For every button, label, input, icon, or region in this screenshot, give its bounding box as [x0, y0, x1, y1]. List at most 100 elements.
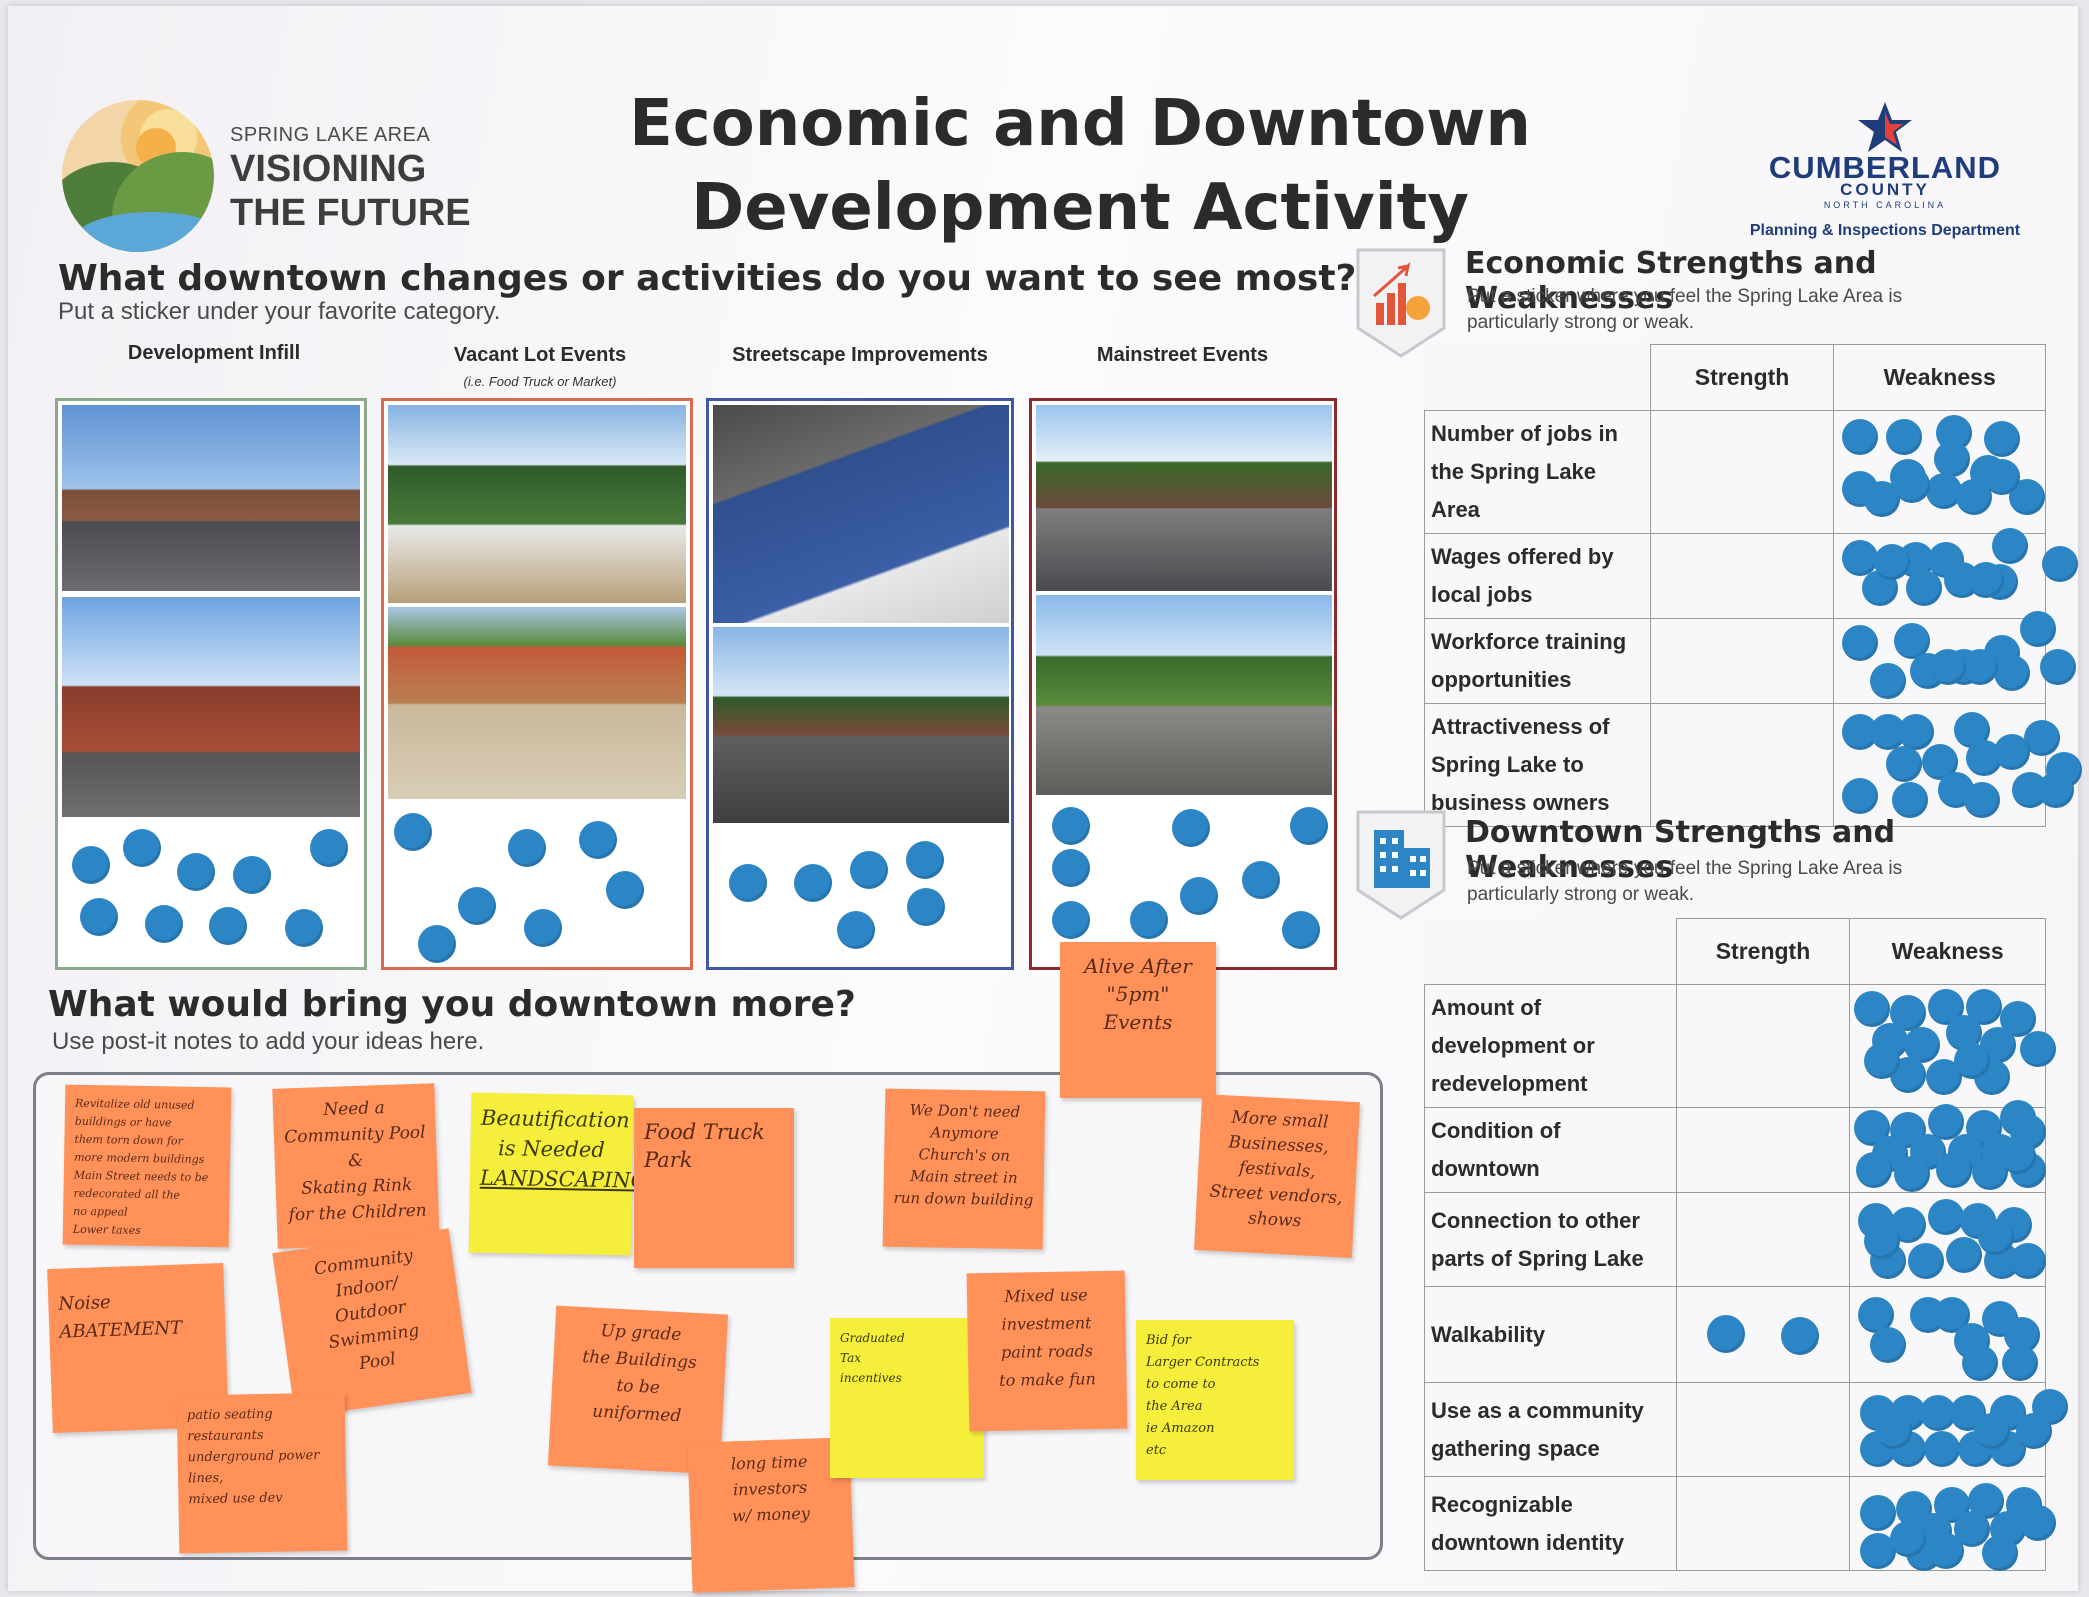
sticker-dot — [1928, 1104, 1965, 1140]
sticker-dot — [418, 925, 456, 963]
note-alive-after-5pm[interactable]: Alive After "5pm" Events — [1060, 942, 1216, 1098]
downtown-condition-weakness-cell[interactable] — [1849, 1100, 2047, 1193]
note-patio-seating[interactable]: patio seating restaurants underground powe… — [176, 1392, 348, 1554]
sticker-dot — [1282, 911, 1320, 949]
row-label-line: the Spring Lake — [1431, 459, 1597, 484]
note-beautification[interactable]: Beautification is Needed LANDSCAPING — [468, 1092, 648, 1256]
note-line: etc — [1146, 1443, 1167, 1458]
sticker-dot — [458, 887, 496, 925]
note-churches[interactable]: We Don't need Anymore Church's on Main stre… — [882, 1088, 1046, 1250]
row-label-line: redevelopment — [1431, 1071, 1588, 1096]
downtown-identity-weakness-cell[interactable] — [1849, 1476, 2057, 1571]
sticker-dot — [1968, 562, 2005, 598]
sticker-dot — [1924, 1431, 1961, 1467]
economic-wages-weakness-cell[interactable] — [1833, 528, 2079, 619]
note-line: is Needed — [497, 1136, 605, 1162]
row-label-line: Use as a community — [1431, 1397, 1644, 1423]
sticker-dot — [1962, 1345, 1999, 1381]
downtown-development-weakness-cell[interactable] — [1849, 984, 2057, 1108]
sticker-dot — [1898, 714, 1935, 750]
sticker-dot — [1874, 544, 1911, 580]
sticker-dot — [794, 864, 832, 902]
sticker-dot — [508, 829, 546, 867]
sticker-dot — [1892, 782, 1929, 818]
downtown-development-strength-cell[interactable] — [1675, 984, 1851, 1108]
category-panel-infill[interactable] — [55, 398, 367, 970]
note-revitalize[interactable]: Revitalize old unused buildings or have th… — [62, 1084, 232, 1248]
sticker-dot — [1934, 441, 1971, 477]
sticker-dot — [1864, 1223, 1901, 1259]
row-label-line: parts of Spring Lake — [1431, 1245, 1644, 1271]
sticker-dot — [907, 888, 945, 926]
logo-line1: VISIONING — [230, 148, 427, 190]
category-note-vacant-lot: (i.e. Food Truck or Market) — [463, 374, 617, 389]
vacant-lot-photo-food-truck — [388, 607, 686, 799]
sticker-dot — [1908, 1243, 1945, 1279]
category-panel-streetscape[interactable] — [706, 398, 1014, 970]
note-small-businesses[interactable]: More small Businesses, festivals, Street ve… — [1194, 1093, 1360, 1259]
sticker-dot — [1842, 419, 1879, 455]
title-line1: Economic and Downtown — [629, 87, 1531, 161]
note-line: paint roads — [1000, 1341, 1094, 1362]
ideas-question: What would bring you downtown more? — [48, 984, 856, 1025]
category-label-mainstreet: Mainstreet Events — [1096, 344, 1269, 366]
sticker-dot — [2020, 1031, 2057, 1067]
downtown-identity-strength-cell[interactable] — [1675, 1476, 1851, 1571]
sticker-dot — [2016, 1413, 2053, 1449]
note-line: underground power — [187, 1447, 320, 1466]
sticker-dot — [1242, 861, 1280, 899]
sticker-dot — [837, 911, 875, 949]
economic-jobs-weakness-cell[interactable] — [1833, 410, 2046, 534]
downtown-walkability-weakness-cell[interactable] — [1849, 1286, 2046, 1383]
sticker-dot — [1982, 1535, 2019, 1571]
sticker-dot — [1864, 1043, 1901, 1079]
downtown-connection-strength-cell[interactable] — [1675, 1192, 1851, 1287]
category-panel-mainstreet[interactable] — [1029, 398, 1337, 970]
note-food-truck-park[interactable]: Food Truck Park — [634, 1108, 794, 1268]
economic-attractiveness-strength-cell[interactable] — [1649, 703, 1835, 827]
sticker-dot — [850, 851, 888, 889]
downtown-gathering-weakness-cell[interactable] — [1849, 1382, 2069, 1477]
downtown-gathering-strength-cell[interactable] — [1675, 1382, 1851, 1477]
sticker-dot — [1936, 1152, 1973, 1188]
note-line: restaurants — [187, 1427, 264, 1445]
economic-workforce-strength-cell[interactable] — [1649, 618, 1835, 704]
sticker-dot — [606, 871, 644, 909]
sticker-dot — [2020, 1505, 2057, 1541]
note-line: Alive After — [1084, 954, 1192, 978]
economic-attractiveness-weakness-cell[interactable] — [1833, 703, 2083, 827]
economic-wages-strength-cell[interactable] — [1649, 533, 1835, 619]
category-panel-vacant-lot[interactable] — [381, 398, 693, 970]
sticker-dot — [1052, 849, 1090, 887]
note-mixed-use[interactable]: Mixed use investment paint roads to make fu… — [966, 1270, 1128, 1432]
row-label-line: Number of jobs in — [1431, 421, 1618, 446]
visioning-logo-icon — [62, 100, 214, 252]
sticker-dot — [1984, 459, 2021, 495]
note-line: LANDSCAPING — [479, 1165, 648, 1193]
sticker-dot — [1930, 649, 1967, 685]
note-swimming-pool[interactable]: Community Indoor/Outdoor Swimming Pool — [272, 1228, 472, 1418]
economic-workforce-weakness-cell[interactable] — [1833, 611, 2077, 704]
sticker-dot — [1928, 1199, 1965, 1235]
note-community-pool[interactable]: Need a Community Pool & Skating Rink for the… — [272, 1083, 440, 1249]
row-label-line: opportunities — [1431, 667, 1572, 692]
economic-jobs-strength-cell[interactable] — [1649, 410, 1835, 534]
row-label-line: Connection to other — [1431, 1207, 1640, 1233]
sticker-dot — [2040, 649, 2077, 685]
note-larger-contracts[interactable]: Bid for Larger Contracts to come to the Are… — [1136, 1320, 1294, 1480]
downtown-row-gathering: Use as a community gathering space — [1424, 1382, 1677, 1477]
economic-title: Economic Strengths and Weaknesses — [1465, 246, 1877, 316]
sticker-dot — [2024, 720, 2061, 756]
note-line: Graduated — [840, 1331, 905, 1345]
downtown-condition-strength-cell[interactable] — [1675, 1107, 1851, 1193]
downtown-walkability-strength-cell[interactable] — [1675, 1286, 1851, 1383]
sticker-dot — [524, 909, 562, 947]
downtown-row-identity: Recognizable downtown identity — [1424, 1476, 1677, 1571]
note-line: Main street in — [909, 1167, 1018, 1187]
logo-small-text: SPRING LAKE AREA — [230, 124, 431, 146]
sticker-dot — [2000, 1138, 2037, 1174]
note-line: to make fun — [999, 1369, 1096, 1390]
note-tax-incentives[interactable]: Graduated Tax incentives — [830, 1318, 984, 1478]
infill-photo-building — [62, 597, 360, 817]
downtown-connection-weakness-cell[interactable] — [1849, 1192, 2047, 1287]
